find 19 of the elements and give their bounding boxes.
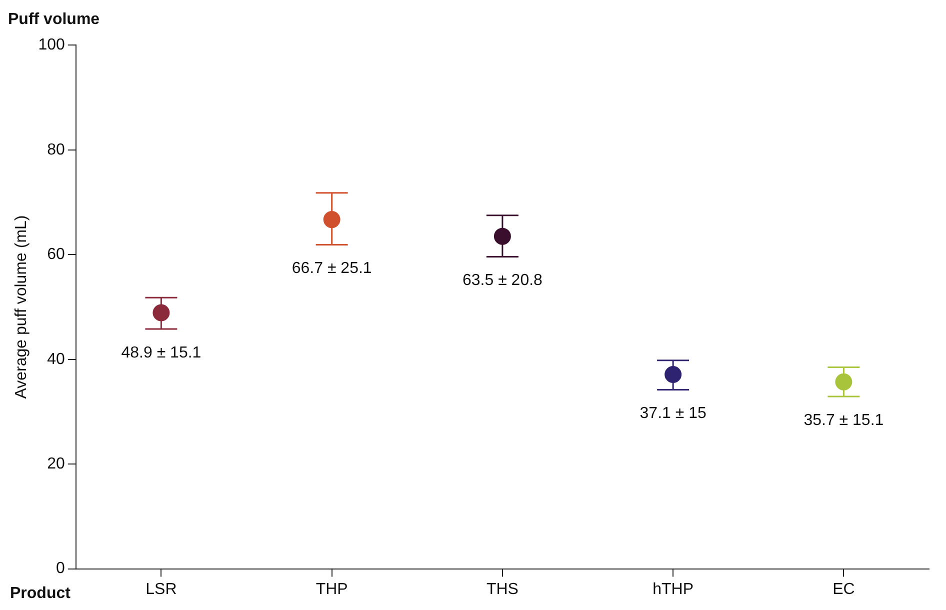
x-axis-title: Product xyxy=(10,585,72,602)
y-tick-label: 60 xyxy=(47,246,65,264)
data-label: 35.7 ± 15.1 xyxy=(804,412,884,429)
x-tick-label: THS xyxy=(486,580,518,598)
data-label: 66.7 ± 25.1 xyxy=(292,260,372,278)
data-label: 48.9 ± 15.1 xyxy=(121,344,202,362)
y-tick-label: 100 xyxy=(38,36,65,54)
x-tick-label: EC xyxy=(832,580,855,598)
x-tick-label: THP xyxy=(316,580,348,598)
x-tick-label: LSR xyxy=(146,580,177,598)
y-tick-label: 0 xyxy=(56,560,65,578)
y-tick-label: 20 xyxy=(47,455,65,472)
y-tick-label: 80 xyxy=(47,141,65,158)
x-tick-label: hTHP xyxy=(652,580,694,598)
chart-title: Puff volume xyxy=(8,11,100,28)
y-tick-label: 40 xyxy=(47,350,65,368)
data-label: 37.1 ± 15 xyxy=(640,405,706,422)
y-axis-title: Average puff volume (mL) xyxy=(13,215,30,399)
data-label: 63.5 ± 20.8 xyxy=(462,272,543,290)
